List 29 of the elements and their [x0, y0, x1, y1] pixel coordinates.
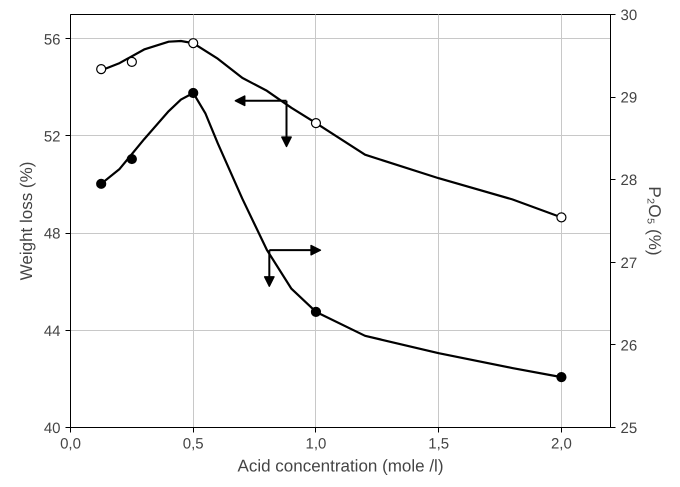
- y2-tick-label: 27: [620, 254, 638, 272]
- point: [96, 178, 106, 189]
- x-axis-title: Acid concentration (mole /l): [238, 456, 444, 476]
- y2-tick-label: 26: [620, 337, 638, 354]
- point: [188, 88, 198, 98]
- point: [310, 118, 322, 128]
- point: [556, 372, 567, 382]
- x-tick-label: 1,5: [428, 436, 450, 452]
- y2-tick-label: 25: [620, 420, 638, 437]
- point: [126, 154, 137, 164]
- x-tick-label: 0,0: [60, 436, 81, 452]
- point: [556, 212, 567, 222]
- y-tick-label: 40: [44, 420, 61, 437]
- point: [126, 56, 137, 67]
- x-tick-label: 0,5: [182, 436, 204, 452]
- y-tick-label: 44: [44, 322, 61, 340]
- y2-tick-label: 28: [620, 172, 638, 190]
- y2-axis-title: P₂O₅ (%): [645, 186, 664, 256]
- y2-tick-label: 30: [620, 7, 638, 24]
- y-tick-label: 56: [44, 31, 61, 48]
- y-tick-label: 52: [44, 128, 61, 146]
- y-axis-title: Weight loss (%): [16, 162, 36, 280]
- point: [188, 38, 198, 48]
- x-tick-label: 2,0: [550, 436, 572, 452]
- point: [310, 306, 322, 317]
- y-tick-label: 48: [44, 226, 61, 243]
- x-tick-label: 1,0: [306, 436, 326, 452]
- point: [96, 64, 106, 74]
- y2-tick-label: 29: [620, 90, 638, 107]
